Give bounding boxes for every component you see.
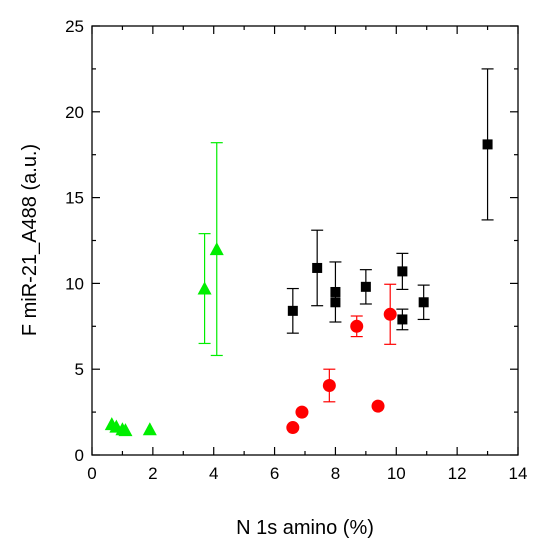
circle-marker: [350, 319, 364, 333]
y-tick-label: 10: [65, 274, 84, 293]
x-tick-label: 10: [387, 464, 406, 483]
square-marker: [330, 297, 341, 308]
data-markers: [104, 139, 493, 437]
x-tick-label: 4: [209, 464, 218, 483]
x-tick-label: 12: [448, 464, 467, 483]
y-tick-label: 20: [65, 103, 84, 122]
plot-frame: [91, 25, 519, 456]
axis-tick-labels: 0 2 4 6 8 10 12 14 0 5 10 15 20 25: [65, 17, 527, 483]
x-tick-label: 2: [148, 464, 157, 483]
circle-marker: [295, 405, 309, 419]
square-marker: [397, 266, 408, 277]
x-tick-label: 14: [509, 464, 528, 483]
x-tick-label: 8: [331, 464, 340, 483]
circle-marker: [371, 399, 385, 413]
triangle-marker: [197, 281, 212, 295]
x-tick-label: 0: [87, 464, 96, 483]
y-tick-label: 15: [65, 189, 84, 208]
y-tick-label: 25: [65, 17, 84, 36]
square-marker: [287, 305, 298, 316]
axis-ticks: [91, 25, 519, 456]
y-tick-label: 0: [75, 446, 84, 465]
triangle-marker: [209, 242, 224, 256]
x-axis-title: N 1s amino (%): [236, 517, 374, 539]
circle-marker: [286, 421, 300, 435]
circle-marker: [383, 307, 397, 321]
square-marker: [482, 139, 493, 150]
circle-marker: [322, 379, 336, 393]
y-tick-label: 5: [75, 360, 84, 379]
error-bars: [198, 68, 494, 403]
square-marker: [360, 281, 371, 292]
triangle-marker: [142, 422, 157, 436]
square-marker: [312, 262, 323, 273]
square-marker: [330, 286, 341, 297]
square-marker: [397, 314, 408, 325]
triangle-marker: [118, 423, 133, 437]
x-tick-label: 6: [270, 464, 279, 483]
square-marker: [418, 297, 429, 308]
y-axis-title: F miR-21_A488 (a.u.): [19, 144, 41, 336]
